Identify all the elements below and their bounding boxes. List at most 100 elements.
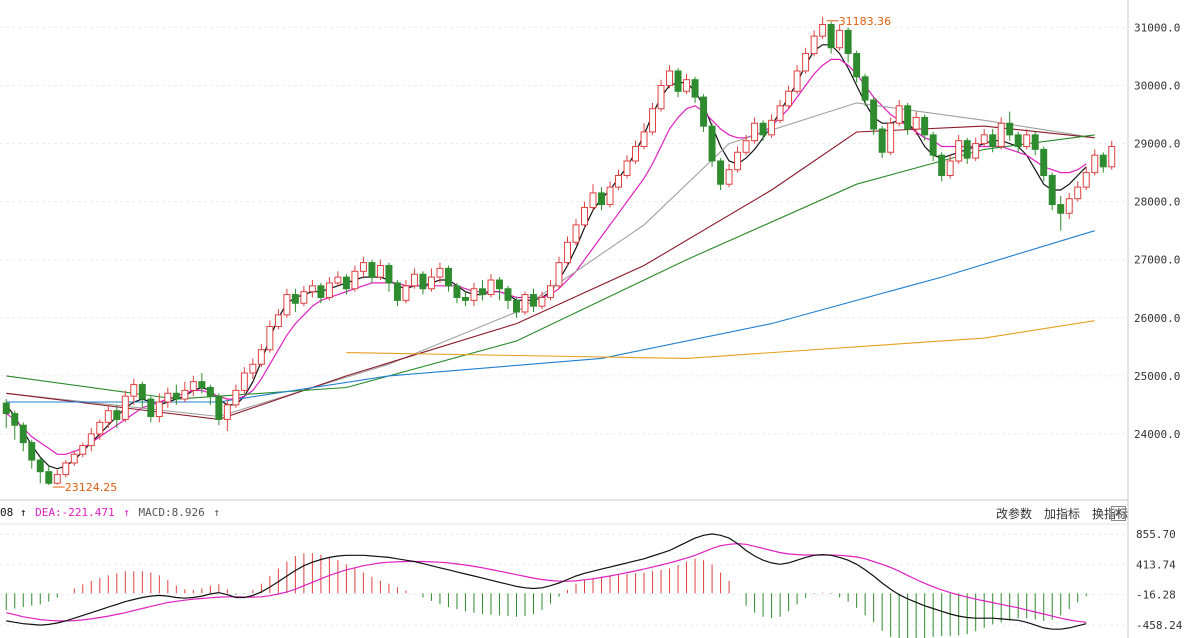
candle: [904, 102, 912, 135]
candle-body: [989, 134, 997, 147]
candle: [461, 291, 469, 307]
candle-body: [547, 285, 554, 298]
candle: [181, 381, 189, 402]
dif-line: [6, 533, 1087, 630]
candle: [104, 404, 112, 429]
candle-body: [308, 285, 316, 293]
candle: [121, 390, 129, 423]
candle-body: [283, 294, 291, 316]
candle: [742, 134, 750, 156]
candle-body: [581, 206, 588, 226]
candle-body: [742, 140, 750, 153]
candle: [853, 50, 861, 83]
candle-body: [853, 53, 861, 78]
candle: [708, 123, 716, 167]
candle-body: [198, 381, 206, 388]
candle: [513, 297, 520, 318]
candle-body: [683, 79, 691, 92]
candle-body: [955, 140, 963, 162]
macd-value: MACD:8.926: [138, 506, 205, 519]
candle: [28, 439, 36, 469]
candle: [759, 120, 767, 141]
macd-tick-label: 855.70: [1136, 528, 1176, 541]
candle-body: [19, 424, 27, 444]
candle: [793, 65, 801, 95]
candle: [504, 285, 512, 310]
candle: [572, 219, 580, 246]
candle: [79, 442, 87, 458]
candle: [666, 65, 674, 89]
candle: [274, 309, 282, 330]
candle: [946, 155, 954, 179]
candle: [555, 256, 563, 289]
candle: [1048, 172, 1056, 211]
candle-body: [181, 389, 189, 400]
candle: [768, 114, 776, 138]
candle: [683, 73, 691, 95]
candle: [606, 181, 614, 208]
candle: [87, 428, 95, 452]
candle-body: [598, 192, 605, 206]
candle: [632, 140, 640, 164]
candle-body: [1082, 172, 1090, 188]
add-indicator-button[interactable]: 加指标: [1043, 506, 1080, 521]
candle-body: [717, 160, 725, 185]
candle: [206, 384, 214, 405]
candle: [359, 256, 367, 278]
candle-body: [734, 151, 742, 171]
candle: [453, 282, 461, 304]
candle: [334, 271, 342, 286]
candle-body: [589, 192, 597, 208]
candle: [36, 457, 44, 484]
candle: [2, 399, 10, 429]
candle: [1091, 149, 1099, 176]
candle-body: [521, 294, 529, 313]
close-icon[interactable]: ✕: [1111, 506, 1126, 521]
candle-body: [725, 169, 733, 185]
candle-body: [802, 53, 810, 72]
candle: [649, 102, 657, 135]
candle-body: [325, 282, 333, 298]
candle-body: [393, 282, 401, 301]
candle-body: [334, 276, 342, 284]
candle-body: [861, 76, 869, 101]
candle-body: [410, 273, 418, 287]
candle-body: [887, 122, 895, 153]
candle: [342, 274, 350, 295]
price-tick-label: 27000.0: [1134, 254, 1180, 267]
candle: [972, 137, 980, 161]
candle-body: [666, 70, 674, 86]
candle-body: [606, 186, 614, 206]
candle-body: [385, 265, 393, 284]
candle-body: [453, 285, 461, 298]
candle-body: [155, 401, 163, 418]
macd-tick-label: -16.28: [1136, 588, 1176, 601]
candle-body: [215, 395, 223, 420]
candle: [291, 288, 299, 312]
switch-indicator-button[interactable]: 换指标: [1091, 506, 1128, 521]
macd-tick-label: -458.24: [1136, 619, 1183, 632]
macd-arrow-icon: ↑: [213, 506, 220, 519]
candle-body: [495, 279, 503, 290]
candle: [615, 169, 623, 191]
candle: [827, 21, 835, 54]
macd-legend: 08 ↑ DEA:-221.471 ↑ MACD:8.926 ↑: [0, 505, 222, 521]
candle: [1108, 140, 1116, 170]
candle-body: [657, 84, 665, 110]
candle: [836, 24, 844, 51]
candle: [878, 126, 886, 159]
candle-body: [266, 325, 274, 351]
candle: [734, 146, 742, 173]
candle: [564, 236, 571, 266]
macd-tick-label: 413.74: [1136, 559, 1176, 572]
candle-body: [1091, 154, 1099, 174]
edit-params-button[interactable]: 改参数: [995, 506, 1032, 521]
candle: [1082, 166, 1090, 191]
candle-body: [291, 294, 299, 304]
price-grid: [0, 26, 1128, 435]
candle-body: [708, 125, 716, 162]
candle-body: [1023, 134, 1031, 147]
candle-body: [819, 24, 827, 37]
candle: [997, 117, 1005, 150]
